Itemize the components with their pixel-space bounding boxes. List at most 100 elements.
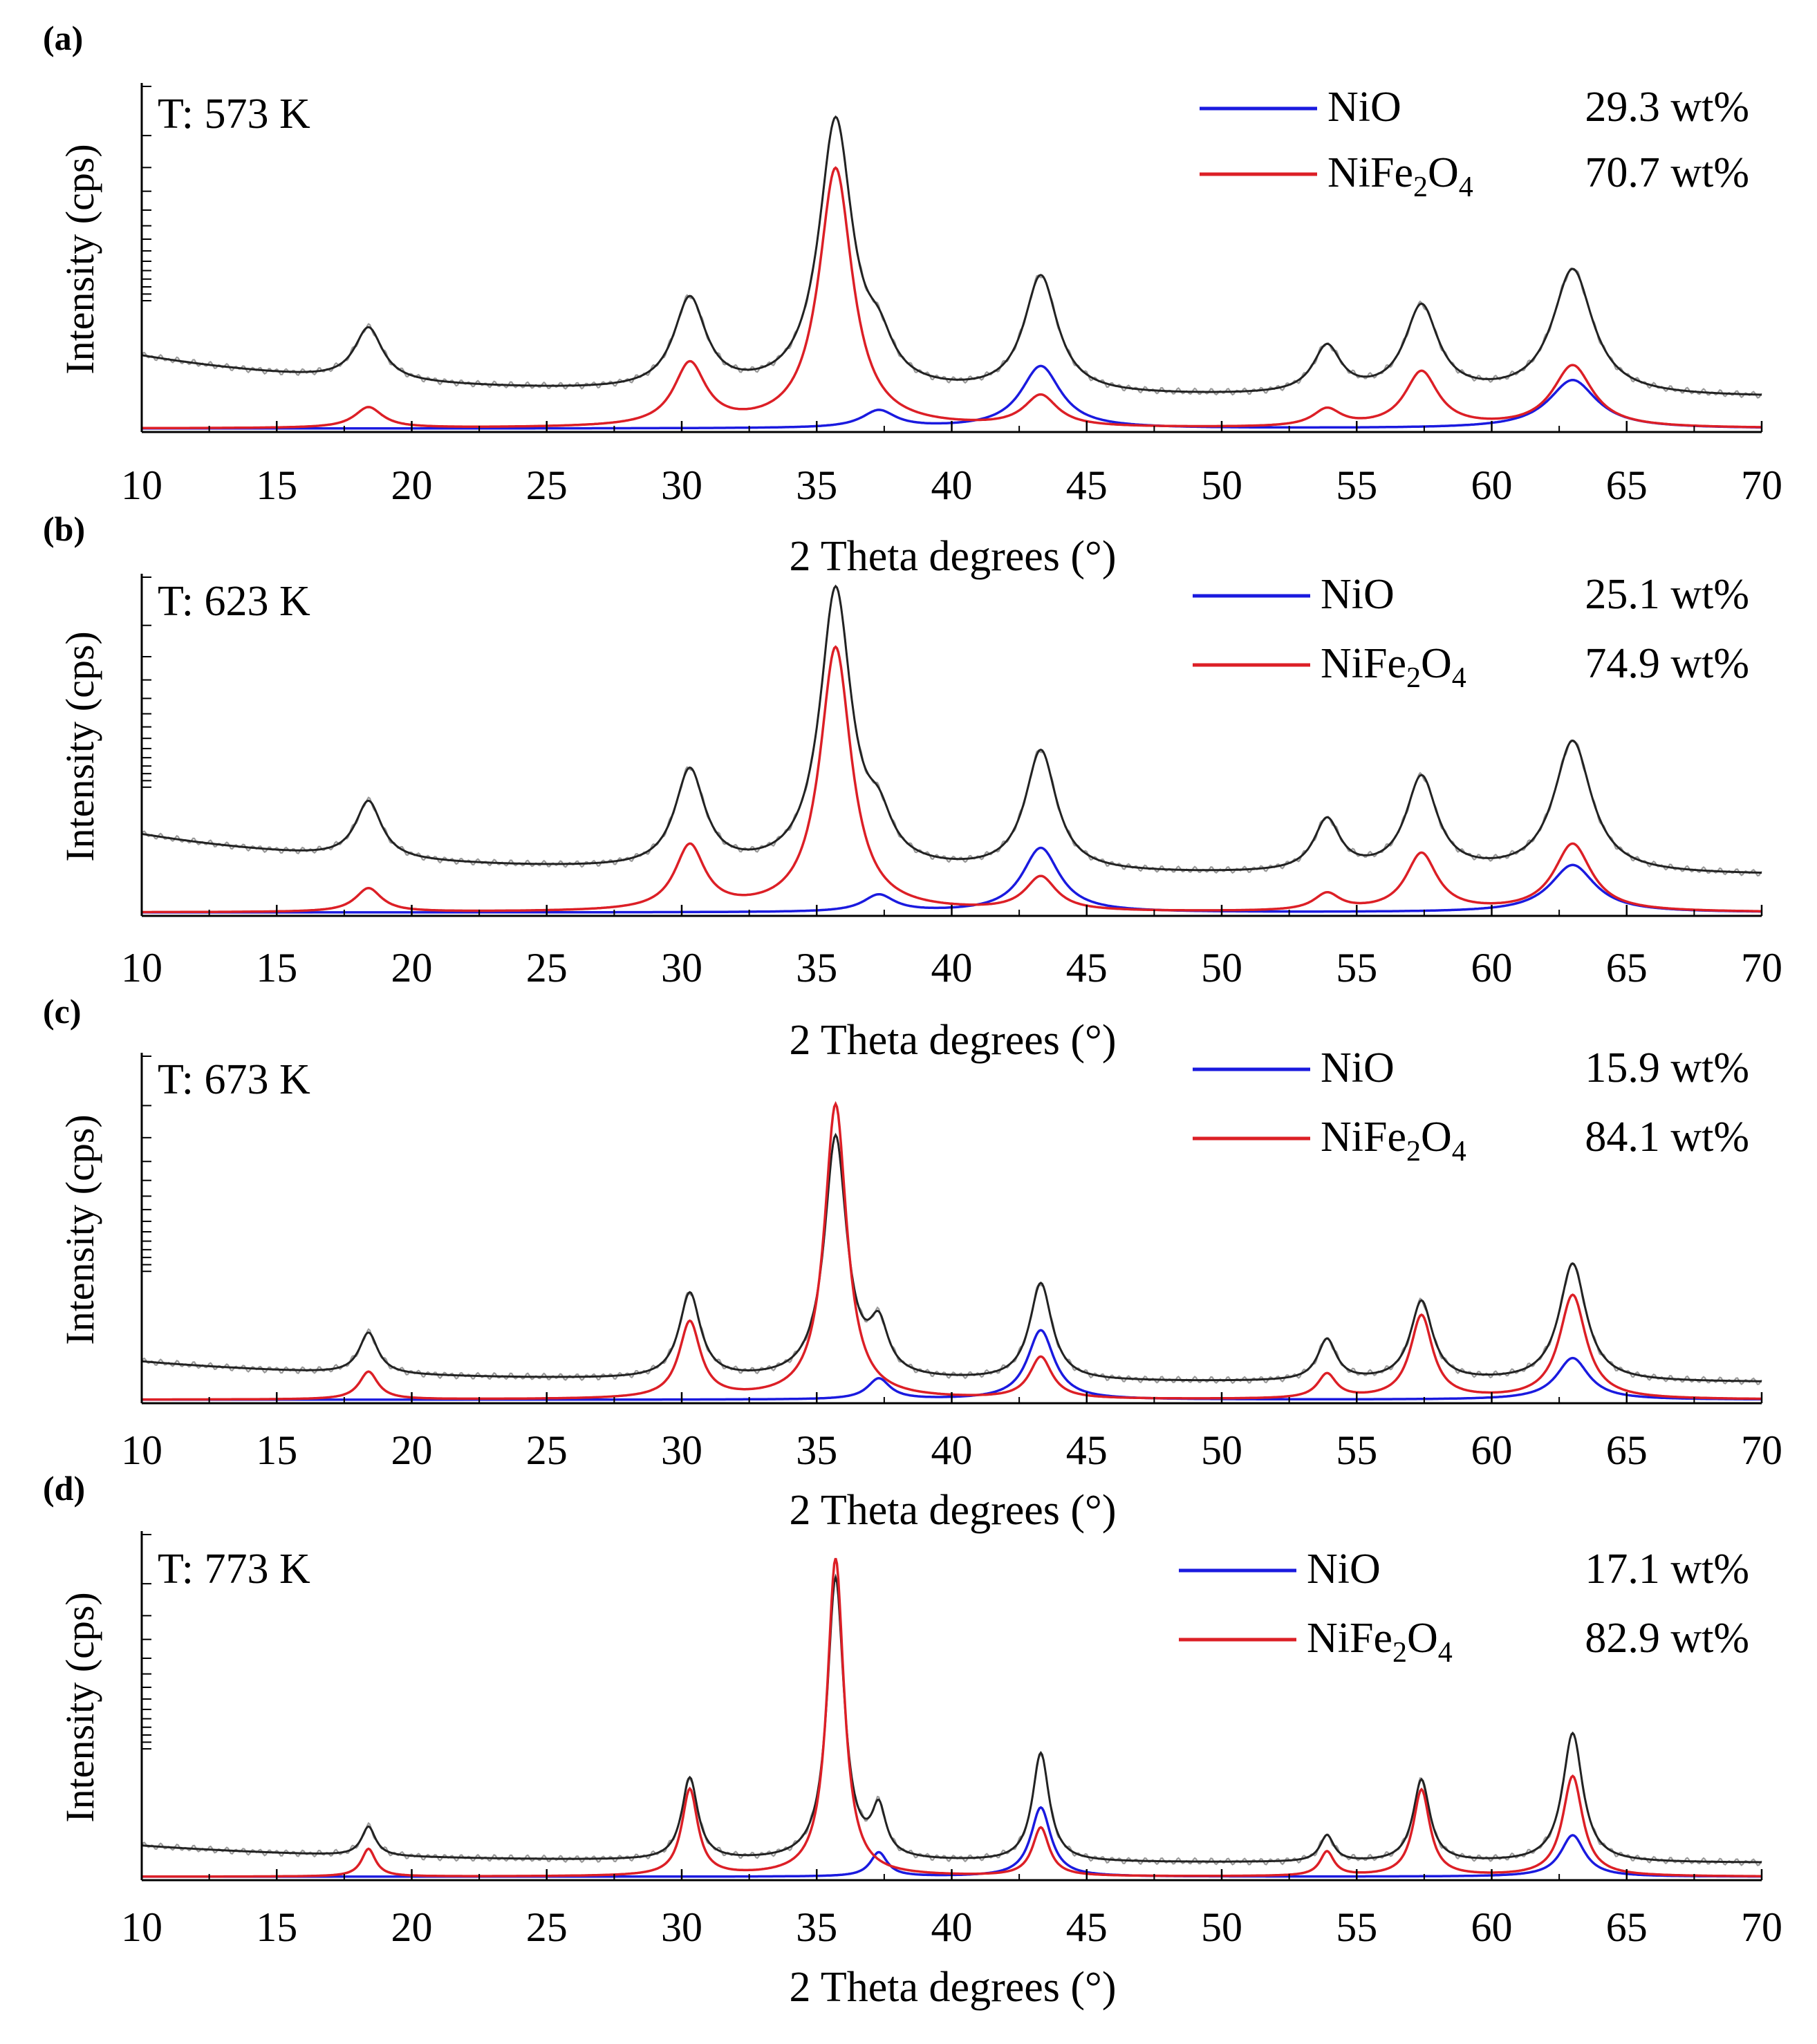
series-nife2o4 [142, 168, 1762, 429]
x-tick-label: 15 [256, 945, 297, 991]
x-axis-label: 2 Theta degrees (°) [790, 1017, 1117, 1064]
observed-pattern [142, 1577, 1762, 1866]
x-tick-label: 25 [526, 945, 568, 991]
x-tick-label: 50 [1201, 1904, 1242, 1950]
x-tick-label: 20 [391, 945, 433, 991]
x-tick-label: 55 [1336, 1427, 1377, 1473]
x-axis-label: 2 Theta degrees (°) [790, 533, 1117, 580]
x-tick-label: 25 [526, 1427, 568, 1473]
y-axis-label: Intensity (cps) [57, 144, 102, 374]
calculated-pattern [142, 1135, 1762, 1381]
observed-pattern [142, 1134, 1762, 1385]
subscript: 4 [1459, 171, 1473, 203]
legend-wt-nio: 29.3 wt% [1585, 84, 1749, 131]
y-axis-label: Intensity (cps) [57, 1592, 102, 1822]
legend: NiO 17.1 wt% NiFe2O4 82.9 wt% [1179, 1546, 1749, 1669]
subscript: 2 [1413, 171, 1428, 203]
panel-c: (c) 10 15 20 25 30 35 40 45 50 55 60 65 70 2 Theta deg… [43, 992, 1782, 1534]
legend: NiO 15.9 wt% NiFe2O4 84.1 wt% [1193, 1044, 1749, 1168]
x-tick-label: 20 [391, 1427, 433, 1473]
legend-wt-nife2o4: 74.9 wt% [1585, 640, 1749, 687]
x-tick-label: 20 [391, 1904, 433, 1950]
x-axis-label: 2 Theta degrees (°) [790, 1964, 1117, 2011]
x-tick-label: 70 [1741, 945, 1782, 991]
x-tick-label: 55 [1336, 945, 1377, 991]
legend-wt-nife2o4: 82.9 wt% [1585, 1615, 1749, 1662]
legend-wt-nife2o4: 70.7 wt% [1585, 149, 1749, 196]
x-tick-label: 40 [931, 945, 973, 991]
x-tick-label: 65 [1606, 1427, 1648, 1473]
legend-wt-nio: 15.9 wt% [1585, 1044, 1749, 1091]
x-tick-label: 35 [796, 945, 837, 991]
series-nife2o4 [142, 647, 1762, 912]
legend-label-nio: NiO [1327, 84, 1401, 131]
x-tick-label: 45 [1066, 1427, 1108, 1473]
plot-area [142, 116, 1762, 429]
x-tick-label: 35 [796, 1427, 837, 1473]
observed-pattern [142, 116, 1762, 397]
subscript: 2 [1392, 1637, 1407, 1669]
legend-label-nife2o4: NiFe2O4 [1327, 149, 1473, 203]
legend-wt-nife2o4: 84.1 wt% [1585, 1114, 1749, 1161]
panel-label: (b) [43, 509, 85, 548]
series-nio [142, 1808, 1762, 1877]
x-tick-label: 30 [661, 462, 702, 508]
x-tick-label: 10 [121, 945, 162, 991]
x-tick-label: 50 [1201, 1427, 1242, 1473]
x-tick-label: 35 [796, 1904, 837, 1950]
subscript: 4 [1452, 1136, 1466, 1168]
legend-label-nife2o4: NiFe2O4 [1307, 1615, 1453, 1669]
x-tick-label: 25 [526, 462, 568, 508]
x-tick-label: 15 [256, 462, 297, 508]
panel-label: (d) [43, 1469, 85, 1508]
subscript: 4 [1452, 662, 1466, 694]
x-tick-label: 45 [1066, 945, 1108, 991]
panel-d: (d) 10 15 20 25 30 35 40 45 50 55 60 65 70 2 Theta deg… [43, 1469, 1782, 2011]
x-tick-label: 15 [256, 1904, 297, 1950]
x-tick-label: 20 [391, 462, 433, 508]
x-tick-label: 65 [1606, 462, 1648, 508]
series-nife2o4 [142, 1104, 1762, 1400]
x-tick-label: 35 [796, 462, 837, 508]
x-tick-label: 45 [1066, 462, 1108, 508]
x-tick-label: 40 [931, 1904, 973, 1950]
x-tick-label: 50 [1201, 945, 1242, 991]
plot-area [142, 1104, 1762, 1400]
calculated-pattern [142, 586, 1762, 872]
x-tick-label: 70 [1741, 462, 1782, 508]
x-tick-label: 45 [1066, 1904, 1108, 1950]
panel-label: (a) [43, 19, 83, 57]
x-tick-label: 50 [1201, 462, 1242, 508]
panel-label: (c) [43, 992, 82, 1031]
temperature-label: T: 773 K [158, 1546, 310, 1593]
formula-part: NiFe [1321, 640, 1406, 687]
subscript: 4 [1438, 1637, 1453, 1669]
legend-label-nio: NiO [1321, 571, 1395, 618]
calculated-pattern [142, 1577, 1762, 1862]
temperature-label: T: 623 K [158, 578, 310, 625]
x-tick-label: 60 [1471, 1427, 1513, 1473]
x-axis-label: 2 Theta degrees (°) [790, 1487, 1117, 1534]
x-tick-label: 65 [1606, 945, 1648, 991]
formula-part: NiFe [1321, 1114, 1406, 1161]
x-tick-label: 60 [1471, 1904, 1513, 1950]
x-tick-label: 55 [1336, 1904, 1377, 1950]
plot-area [142, 1558, 1762, 1877]
x-tick-label: 10 [121, 462, 162, 508]
legend-wt-nio: 17.1 wt% [1585, 1546, 1749, 1593]
formula-part: NiFe [1307, 1615, 1392, 1662]
panel-b: (b) 10 15 20 25 30 35 40 45 50 55 60 65 70 2 Theta deg… [43, 509, 1782, 1064]
x-tick-label: 70 [1741, 1904, 1782, 1950]
x-tick-label: 10 [121, 1427, 162, 1473]
x-tick-label: 70 [1741, 1427, 1782, 1473]
calculated-pattern [142, 117, 1762, 395]
x-tick-label: 25 [526, 1904, 568, 1950]
subscript: 2 [1406, 662, 1421, 694]
x-tick-label: 10 [121, 1904, 162, 1950]
x-tick-label: 40 [931, 1427, 973, 1473]
series-nife2o4 [142, 1558, 1762, 1877]
formula-part: NiFe [1327, 149, 1413, 196]
x-tick-label: 40 [931, 462, 973, 508]
